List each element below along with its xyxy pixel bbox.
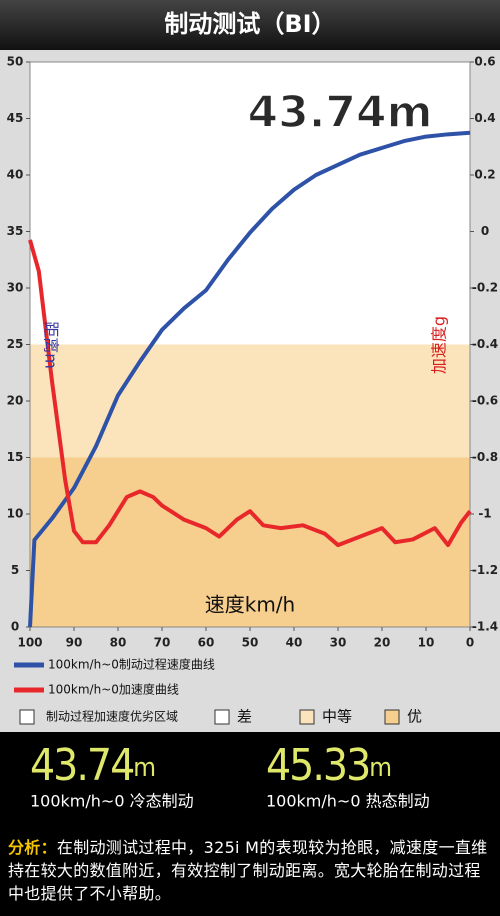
y2-tick-label: -0.8: [472, 450, 498, 464]
x-tick-label: 100: [17, 636, 42, 650]
y2-tick-label: -0.6: [472, 394, 498, 408]
analysis-label: 分析：: [8, 838, 57, 857]
data-line: [28, 239, 472, 548]
stat-number: 45.33: [266, 740, 369, 791]
legend-box: [19, 709, 35, 725]
y2-tick-label: 0.4: [474, 111, 495, 125]
data-line: [28, 130, 471, 628]
y2-tick-label: 0: [481, 224, 489, 238]
legend-label: 100km/h~0制动过程速度曲线: [48, 657, 215, 672]
y2-tick-label: -1: [478, 507, 491, 521]
x-tick-label: 10: [418, 636, 435, 650]
y2-tick-label: 0.6: [474, 55, 495, 69]
legend-label: 制动过程加速度优劣区域: [46, 709, 178, 724]
x-tick-label: 80: [110, 636, 127, 650]
y-tick-label: 0: [11, 620, 19, 634]
stat-label: 100km/h~0 热态制动: [266, 792, 430, 811]
stat-unit: m: [133, 753, 154, 783]
x-tick-label: 90: [66, 636, 83, 650]
analysis: 分析：在制动测试过程中，325i M的表现较为抢眼，减速度一直维持在较大的数值附…: [8, 836, 494, 905]
annotation: 43.74m: [247, 87, 432, 138]
y2-tick-label: -1.4: [472, 620, 498, 634]
y-tick-label: 40: [7, 168, 24, 182]
x-tick-label: 40: [286, 636, 303, 650]
zone-swatch: [299, 709, 315, 725]
x-tick-label: 70: [154, 636, 171, 650]
stat-unit: m: [369, 753, 390, 783]
zone-label: 中等: [322, 708, 352, 726]
x-tick-label: 60: [198, 636, 215, 650]
x-axis-label: 速度km/h: [205, 593, 295, 617]
x-tick-label: 30: [330, 636, 347, 650]
legend-label: 100km/h~0加速度曲线: [48, 682, 179, 697]
y-tick-label: 10: [7, 507, 24, 521]
y-axis-label: 距离m: [42, 321, 61, 369]
y-tick-label: 25: [7, 337, 24, 351]
x-tick-label: 50: [242, 636, 259, 650]
y-tick-label: 35: [7, 224, 24, 238]
y2-tick-label: 0.2: [474, 168, 495, 182]
chart-title: 制动测试（BI）: [164, 10, 335, 38]
x-tick-label: 20: [374, 636, 391, 650]
y2-tick-label: -1.2: [472, 563, 498, 577]
y-tick-label: 5: [11, 563, 19, 577]
y-tick-label: 15: [7, 450, 24, 464]
y-tick-label: 20: [7, 394, 24, 408]
stat-value: 45.33m: [266, 740, 390, 791]
x-tick-label: 0: [466, 636, 474, 650]
zone: [30, 344, 470, 458]
zone-swatch: [384, 709, 400, 725]
y-tick-label: 30: [7, 281, 24, 295]
y2-axis-label: 加速度g: [430, 316, 449, 374]
stat-number: 43.74: [30, 740, 133, 791]
header-bg: [0, 0, 500, 50]
zone-label: 优: [407, 708, 422, 726]
stat-value: 43.74m: [30, 740, 154, 791]
zone-swatch: [214, 709, 230, 725]
y2-tick-label: -0.2: [472, 281, 498, 295]
stat-label: 100km/h~0 冷态制动: [30, 792, 194, 811]
zone: [30, 62, 470, 345]
zone-label: 差: [237, 708, 252, 726]
y-tick-label: 50: [7, 55, 24, 69]
y2-tick-label: -0.4: [472, 337, 498, 351]
y-tick-label: 45: [7, 111, 24, 125]
analysis-text: 在制动测试过程中，325i M的表现较为抢眼，减速度一直维持在较大的数值附近，有…: [8, 838, 488, 903]
